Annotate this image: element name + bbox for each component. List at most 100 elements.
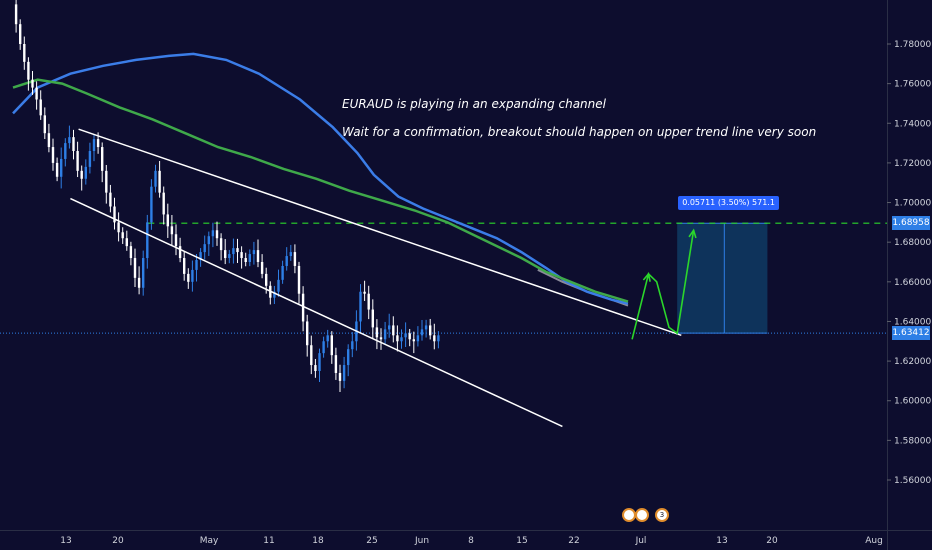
candle-body	[388, 325, 391, 330]
candle-body	[150, 186, 153, 223]
candle-body	[146, 222, 149, 259]
candle-body	[51, 147, 55, 163]
candle-body	[203, 244, 206, 253]
candle-body	[72, 137, 75, 152]
candle-body	[64, 143, 67, 159]
candle-body	[281, 265, 284, 280]
candles	[14, 0, 440, 393]
candle-body	[195, 260, 198, 270]
candle-body	[322, 341, 325, 354]
y-tick-label: 1.58000	[894, 436, 931, 446]
y-tick-label: 1.56000	[894, 476, 931, 486]
candle-body	[199, 252, 202, 261]
channel-lower-line	[70, 197, 563, 428]
x-tick-label: 20	[766, 536, 778, 546]
projection-arrowhead-1	[642, 272, 651, 282]
candle-body	[363, 291, 366, 294]
candle-body	[252, 250, 256, 255]
candle-body	[228, 254, 231, 259]
candle-body	[142, 258, 145, 288]
candle-body	[31, 79, 34, 88]
x-tick-label: 18	[312, 536, 324, 546]
candle-body	[68, 137, 71, 144]
candle-body	[178, 246, 182, 259]
candle-body	[80, 170, 83, 179]
x-tick-label: 25	[366, 536, 377, 546]
measure-label: 0.05711 (3.50%) 571.1	[678, 196, 779, 211]
candle-body	[76, 151, 79, 171]
candle-body	[408, 333, 411, 340]
candle-body	[334, 355, 338, 373]
candle-body	[301, 293, 305, 322]
candle-body	[96, 139, 100, 148]
y-tick-label: 1.74000	[894, 119, 931, 129]
x-tick-label: 13	[60, 536, 71, 546]
candle-body	[392, 325, 395, 336]
candle-body	[285, 256, 288, 266]
candle-body	[158, 170, 161, 193]
current-price-tag: 1.63412	[892, 326, 930, 341]
x-tick-label: 11	[263, 536, 274, 546]
candle-body	[39, 99, 42, 116]
candle-body	[105, 170, 108, 193]
candle-body	[191, 269, 194, 282]
candle-body	[27, 61, 30, 80]
candle-body	[277, 279, 280, 292]
candle-body	[14, 4, 18, 25]
x-tick-label: 8	[468, 536, 474, 546]
target-price-tag: 1.68958	[892, 216, 930, 231]
candle-body	[379, 337, 383, 340]
candle-body	[101, 147, 104, 171]
measure-box	[677, 222, 768, 334]
candle-body	[55, 162, 59, 177]
candle-body	[215, 230, 219, 239]
candle-body	[400, 337, 403, 342]
candle-body	[137, 277, 141, 288]
candle-body	[359, 291, 362, 322]
x-tick-label: 22	[568, 536, 579, 546]
candle-body	[154, 170, 157, 187]
event-badge-1[interactable]	[622, 508, 636, 522]
candle-body	[219, 238, 223, 251]
candle-body	[133, 258, 137, 278]
y-tick-label: 1.68000	[894, 238, 931, 248]
x-axis: 13 20 May 11 18 25 Jun 8 15 22 Jul 13 20 Aug	[60, 536, 883, 546]
event-badge-3[interactable]: 3	[655, 508, 669, 522]
candle-body	[297, 265, 301, 294]
x-tick-label: Jun	[414, 536, 429, 546]
candle-body	[256, 250, 260, 262]
channel-lines	[70, 128, 682, 428]
projection-path	[631, 230, 695, 340]
candle-body	[437, 335, 440, 342]
y-tick-label: 1.78000	[894, 40, 931, 50]
candle-body	[314, 365, 317, 371]
y-axis: 1.78000 1.76000 1.74000 1.72000 1.70000 1.680…	[887, 40, 931, 486]
candle-body	[416, 335, 420, 342]
candle-body	[326, 335, 329, 342]
candle-body	[412, 339, 415, 342]
candle-body	[183, 258, 186, 274]
candle-body	[273, 291, 276, 298]
candle-body	[207, 236, 210, 245]
candle-body	[342, 365, 346, 381]
event-badge-2[interactable]	[635, 508, 649, 522]
y-tick-label: 1.60000	[894, 397, 931, 407]
candle-body	[429, 325, 432, 336]
candle-body	[420, 329, 424, 336]
candle-body	[162, 192, 165, 215]
candle-body	[383, 329, 387, 340]
y-tick-label: 1.64000	[894, 317, 931, 327]
candle-body	[310, 345, 313, 366]
candle-body	[47, 133, 51, 148]
candle-body	[211, 230, 215, 237]
candle-body	[113, 206, 116, 223]
candle-body	[404, 333, 407, 338]
candle-body	[293, 252, 297, 266]
x-tick-label: Aug	[865, 536, 883, 546]
y-tick-label: 1.62000	[894, 357, 931, 367]
candle-body	[371, 309, 374, 328]
candle-body	[306, 321, 309, 346]
candle-body	[60, 158, 63, 177]
